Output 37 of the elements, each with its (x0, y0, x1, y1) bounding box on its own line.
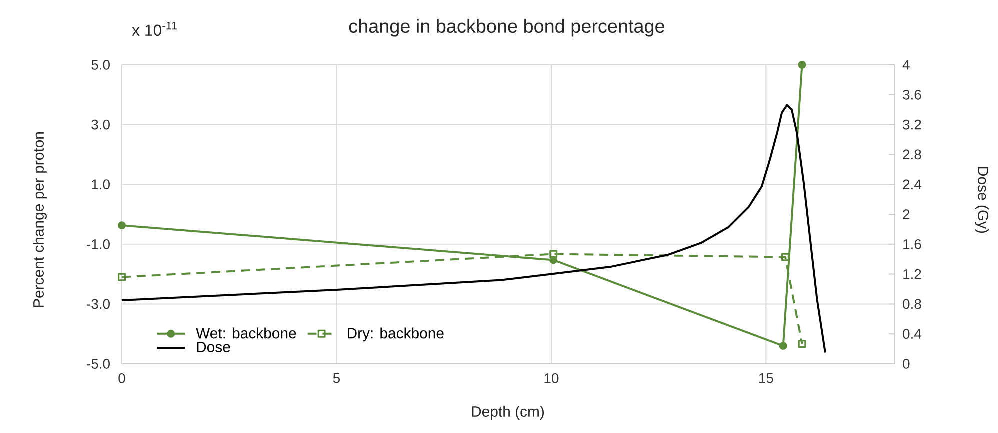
y2-tick-label: 2.8 (903, 150, 922, 160)
point (782, 253, 790, 262)
point (779, 342, 788, 350)
legend-label: Dose (197, 342, 230, 352)
legend-label: Wet: backbone (196, 328, 296, 339)
point (118, 222, 126, 230)
y-tick-label: 3.0 (92, 120, 110, 130)
x-tick-label: 5 (333, 374, 340, 384)
y-tick-label: -5.0 (87, 359, 110, 369)
line-series (121, 104, 826, 354)
y2-axis-title: Dose (Gy) (975, 167, 989, 234)
x-axis-title: Depth (cm) (472, 406, 544, 420)
y-tick-label: 1.0 (92, 180, 110, 190)
y2-tick-label: 4 (902, 60, 910, 70)
x-tick-label: 15 (759, 374, 774, 384)
y2-tick-label: 2 (903, 210, 910, 220)
legend-label: Dry: backbone (348, 328, 444, 342)
y2-tick-label: 2.4 (903, 180, 922, 190)
point (550, 250, 558, 258)
point (798, 61, 806, 69)
y2-tick-label: 0.4 (903, 329, 922, 340)
y-tick-label: -3.0 (87, 299, 110, 310)
y2-tick-label: 1.2 (904, 269, 922, 280)
point (798, 340, 806, 348)
y2-tick-label: 0.8 (903, 299, 922, 310)
y-axis-title: Percent change per proton (33, 132, 47, 308)
point (118, 273, 126, 282)
y2-tick-label: 3.2 (903, 120, 922, 130)
y2-tick-label: 0 (903, 359, 910, 369)
x-tick-label: 10 (544, 373, 559, 384)
y2-tick-label: 3.6 (903, 90, 922, 100)
y-tick-label: 5.0 (92, 60, 110, 70)
y-tick-label: -1.0 (87, 239, 110, 250)
text: x 10$^{-11}$ (132, 22, 177, 36)
chart-title: change in backbone bond percentage (349, 19, 664, 37)
y2-tick-label: 1.6 (904, 239, 922, 250)
x-tick-label: 0 (118, 373, 126, 384)
